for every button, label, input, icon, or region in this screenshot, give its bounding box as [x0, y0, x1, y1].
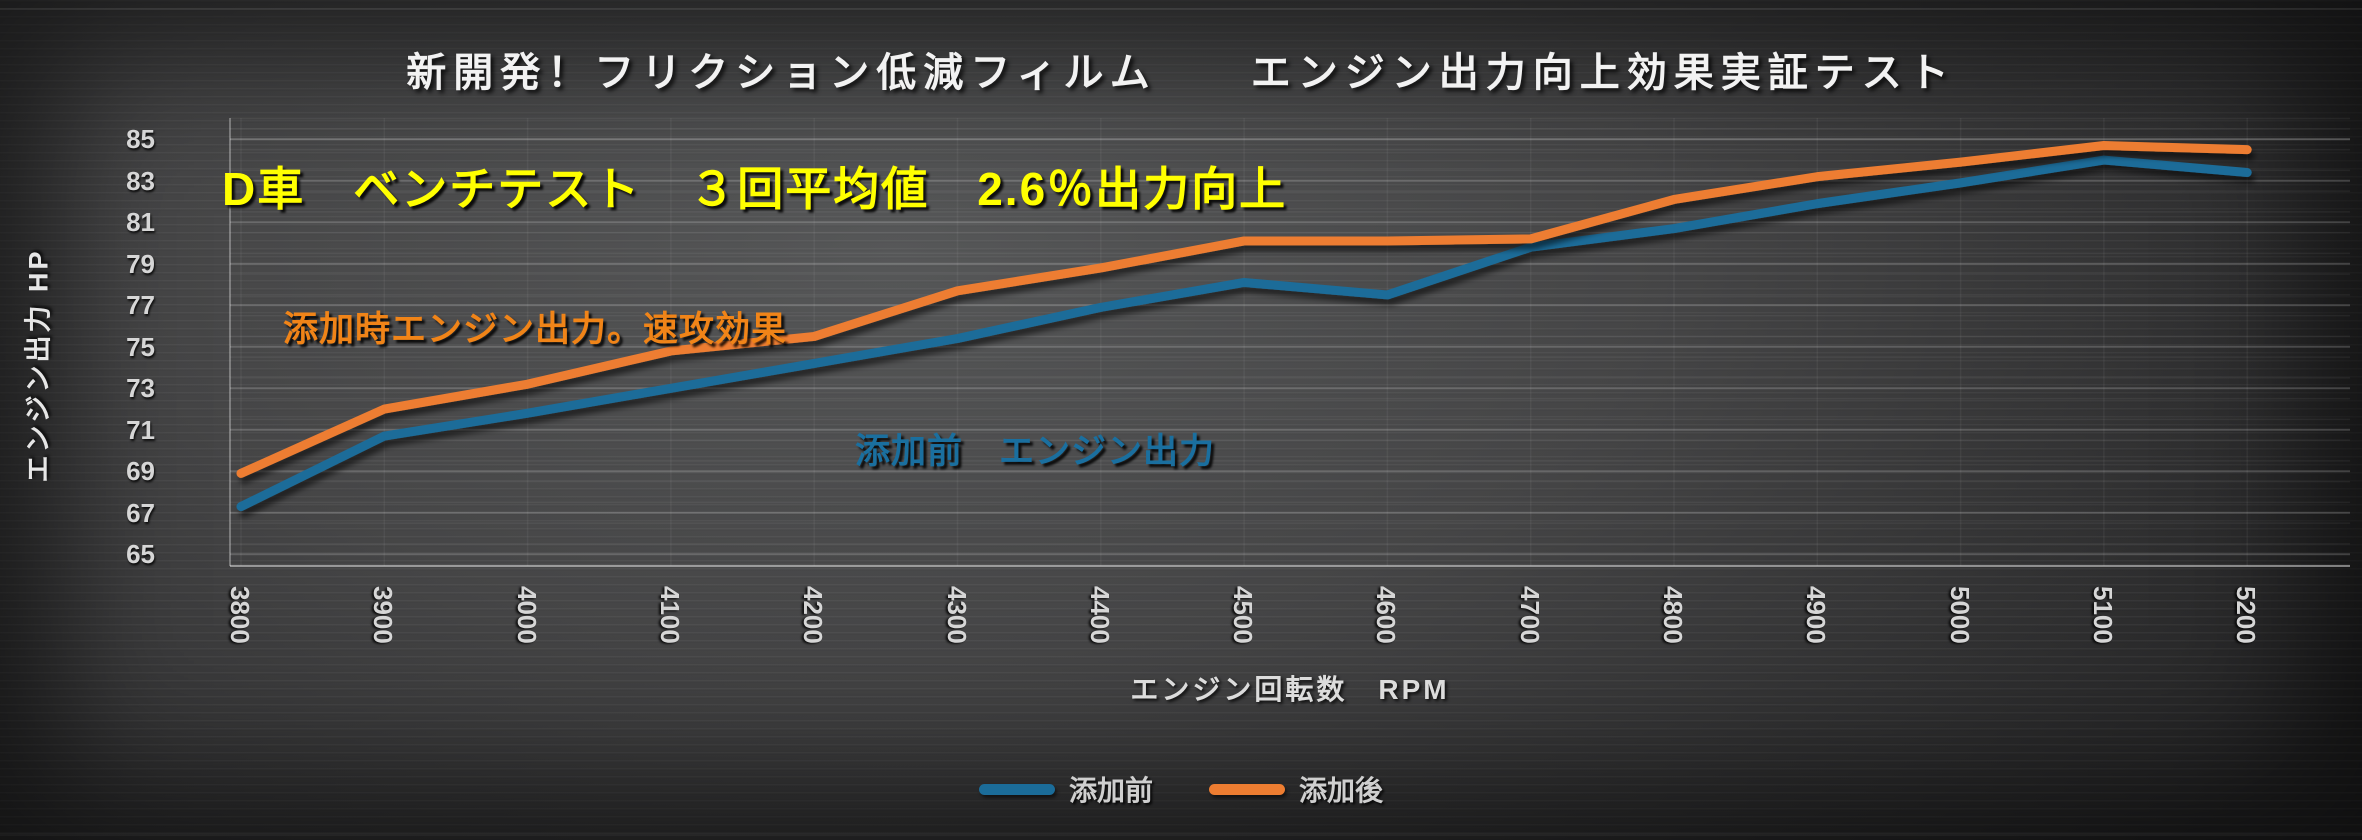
- x-tick-label: 4300: [941, 586, 972, 644]
- series-line-after: [236, 141, 2252, 478]
- legend-label: 添加前: [1068, 775, 1153, 806]
- x-tick-label: 4000: [511, 586, 542, 644]
- series-line-before: [236, 155, 2252, 512]
- legend-item-after: 添加後: [1209, 769, 1383, 809]
- y-tick-label: 71: [126, 414, 155, 445]
- y-tick-label: 65: [126, 539, 155, 570]
- legend-line-swatch: [978, 783, 1055, 795]
- x-tick-label: 4500: [1228, 586, 1259, 644]
- y-tick-label: 73: [126, 373, 155, 404]
- x-tick-label: 4600: [1371, 586, 1402, 644]
- chart-legend: 添加前 添加後: [0, 766, 2362, 812]
- x-tick-label: 3900: [368, 586, 399, 644]
- x-tick-label: 4200: [798, 586, 829, 644]
- legend-item-before: 添加前: [978, 769, 1153, 809]
- y-tick-label: 85: [126, 124, 155, 155]
- annotation-before-series: 添加前 エンジン出力: [855, 432, 1216, 471]
- x-tick-label: 4900: [1801, 586, 1832, 644]
- x-axis-title: エンジン回転数 RPM: [1130, 674, 1450, 705]
- y-tick-label: 75: [126, 331, 155, 362]
- x-tick-label: 4700: [1514, 586, 1545, 644]
- chart-title: 新開発！フリクション低減フィルム エンジン出力向上効果実証テスト: [406, 51, 1956, 95]
- y-tick-label: 67: [126, 497, 155, 528]
- screen-edge-highlight: [0, 8, 2362, 10]
- screen-bottom-highlight: [0, 833, 2362, 836]
- y-tick-label: 69: [126, 456, 155, 487]
- annotation-claim: D車 ベンチテスト ３回平均値 2.6％出力向上: [222, 163, 1288, 215]
- legend-label: 添加後: [1299, 775, 1384, 806]
- y-tick-label: 81: [126, 207, 155, 238]
- y-axis-title: エンジン出力 HP: [23, 248, 54, 483]
- y-tick-label: 83: [126, 165, 155, 196]
- x-tick-label: 4100: [654, 586, 685, 644]
- x-tick-label: 5200: [2231, 586, 2262, 644]
- y-tick-label: 77: [126, 290, 155, 321]
- x-tick-label: 4400: [1084, 586, 1115, 644]
- legend-line-swatch: [1209, 783, 1285, 795]
- y-tick-label: 79: [126, 248, 155, 279]
- x-tick-label: 3800: [225, 586, 255, 644]
- x-tick-label: 4800: [1658, 586, 1688, 644]
- x-tick-label: 5100: [2087, 586, 2118, 644]
- annotation-after-series: 添加時エンジン出力。速攻効果: [283, 310, 788, 349]
- x-tick-label: 5000: [1944, 586, 1975, 644]
